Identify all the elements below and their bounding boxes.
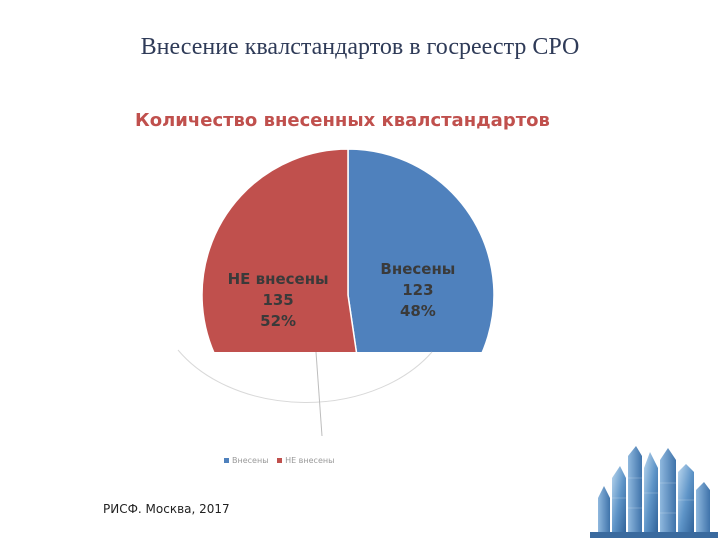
pie-shadow-arc [177,349,433,403]
legend-label-1: НЕ внесены [285,456,335,465]
slice-percent-1: 52% [260,312,296,330]
city-skyline-icon [590,446,718,538]
footer-text: РИСФ. Москва, 2017 [103,502,230,516]
slice-label-0: Внесены [380,260,455,278]
slice-value-1: 135 [262,291,293,309]
slice-percent-0: 48% [400,302,436,320]
pie-crop-mask [198,352,498,452]
chart-title: Количество внесенных квалстандартов [135,110,550,131]
pie-leader-line [315,351,323,437]
slide-title: Внесение квалстандартов в госреестр СРО [140,34,580,60]
slice-label-1: НЕ внесены [228,270,329,288]
legend-label-0: Внесены [232,456,269,465]
legend-swatch-1 [277,458,283,463]
slice-value-0: 123 [402,281,433,299]
legend-swatch-0 [224,458,229,463]
chart-legend: Внесены НЕ внесены [218,456,334,465]
